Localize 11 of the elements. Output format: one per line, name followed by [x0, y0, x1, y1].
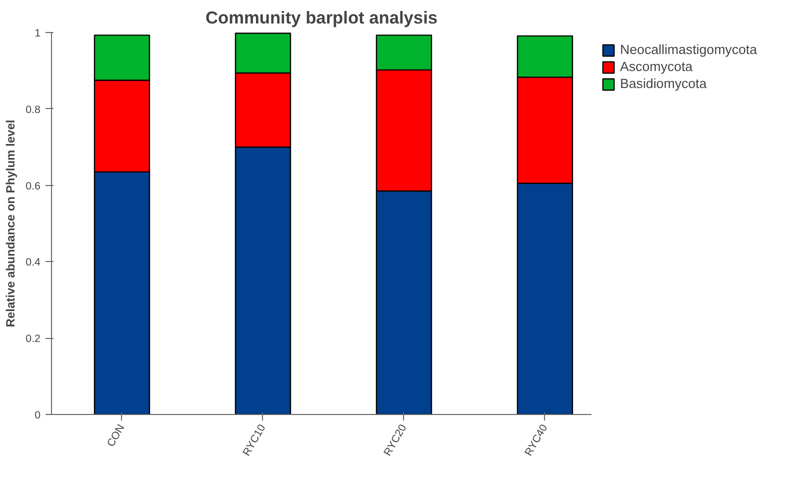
y-tick-label: 0.8	[26, 104, 41, 116]
y-tick-label: 0.2	[26, 333, 41, 346]
y-tick-label: 0	[34, 410, 41, 422]
y-axis-title: Relative abundance on Phylum level	[4, 120, 18, 328]
chart-title: Community barplot analysis	[205, 8, 438, 28]
y-tick-label: 1	[34, 28, 41, 40]
legend-label: Ascomycota	[620, 59, 693, 74]
y-tick-label: 0.6	[26, 180, 41, 192]
legend-label: Neocallimastigomycota	[620, 42, 758, 57]
legend-label: Basidiomycota	[620, 76, 707, 91]
y-tick-label: 0.4	[26, 256, 41, 269]
